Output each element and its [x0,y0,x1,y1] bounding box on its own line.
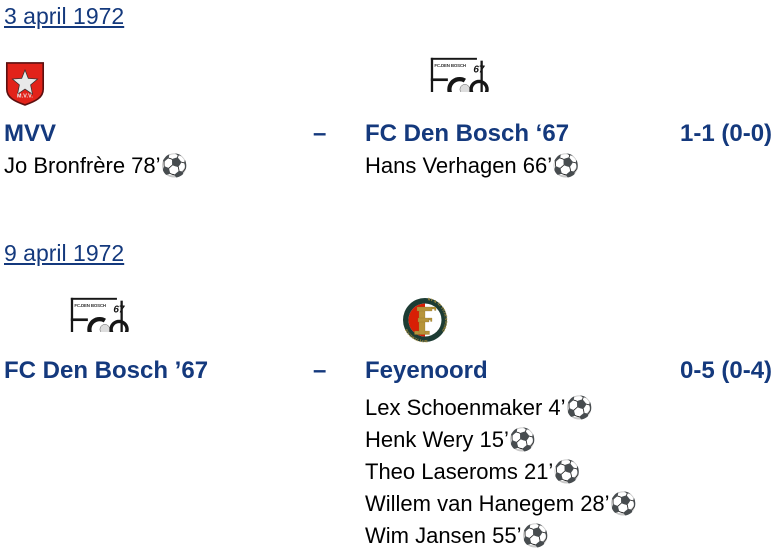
svg-text:M.V.V.: M.V.V. [17,93,33,99]
svg-text:FC.DEN BOSCH: FC.DEN BOSCH [434,63,466,68]
svg-text:FC.DEN BOSCH: FC.DEN BOSCH [74,303,106,308]
svg-text:67: 67 [113,305,125,316]
svg-text:67: 67 [473,65,485,76]
